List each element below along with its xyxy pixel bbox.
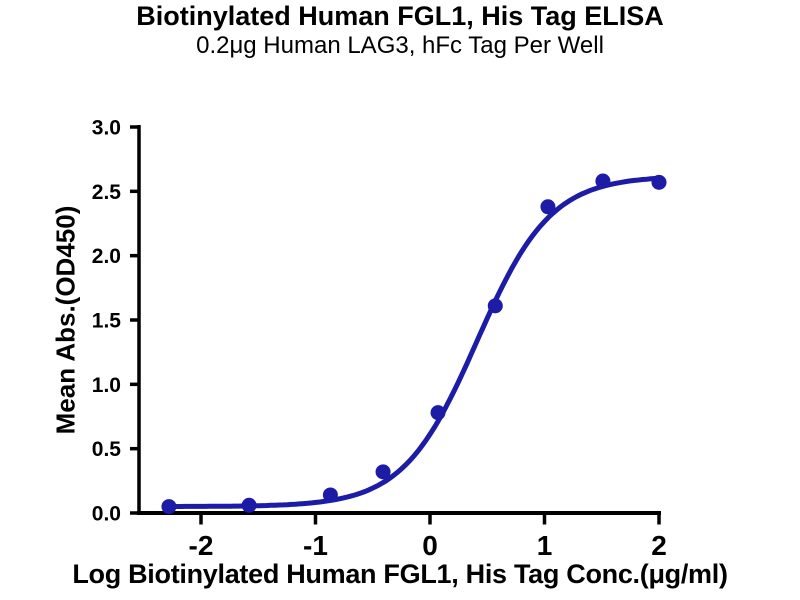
x-tick-label: 0 xyxy=(422,530,438,561)
fit-curve xyxy=(166,175,662,509)
x-tick-label: -1 xyxy=(303,530,328,561)
y-tick-label: 0.5 xyxy=(92,438,122,461)
y-tick-label: 2.5 xyxy=(92,181,122,204)
data-point xyxy=(322,487,338,503)
y-tick-label: 0.0 xyxy=(92,503,121,526)
y-tick-label: 1.0 xyxy=(92,374,121,397)
data-point xyxy=(375,464,391,480)
x-tick-label: -2 xyxy=(189,530,214,561)
data-point xyxy=(487,298,503,314)
data-point xyxy=(651,174,667,190)
data-point xyxy=(241,497,257,513)
x-axis-label: Log Biotinylated Human FGL1, His Tag Con… xyxy=(72,559,728,589)
x-tick-label: 1 xyxy=(537,530,553,561)
y-tick-label: 1.5 xyxy=(92,309,122,332)
y-tick-label: 2.0 xyxy=(92,245,121,268)
data-point xyxy=(161,499,177,515)
chart-subtitle: 0.2μg Human LAG3, hFc Tag Per Well xyxy=(196,32,604,59)
data-point xyxy=(430,405,446,421)
data-point xyxy=(540,199,556,215)
data-point xyxy=(595,173,611,189)
x-tick-label: 2 xyxy=(651,530,667,561)
y-tick-label: 3.0 xyxy=(92,116,121,139)
chart-title: Biotinylated Human FGL1, His Tag ELISA xyxy=(136,1,664,31)
